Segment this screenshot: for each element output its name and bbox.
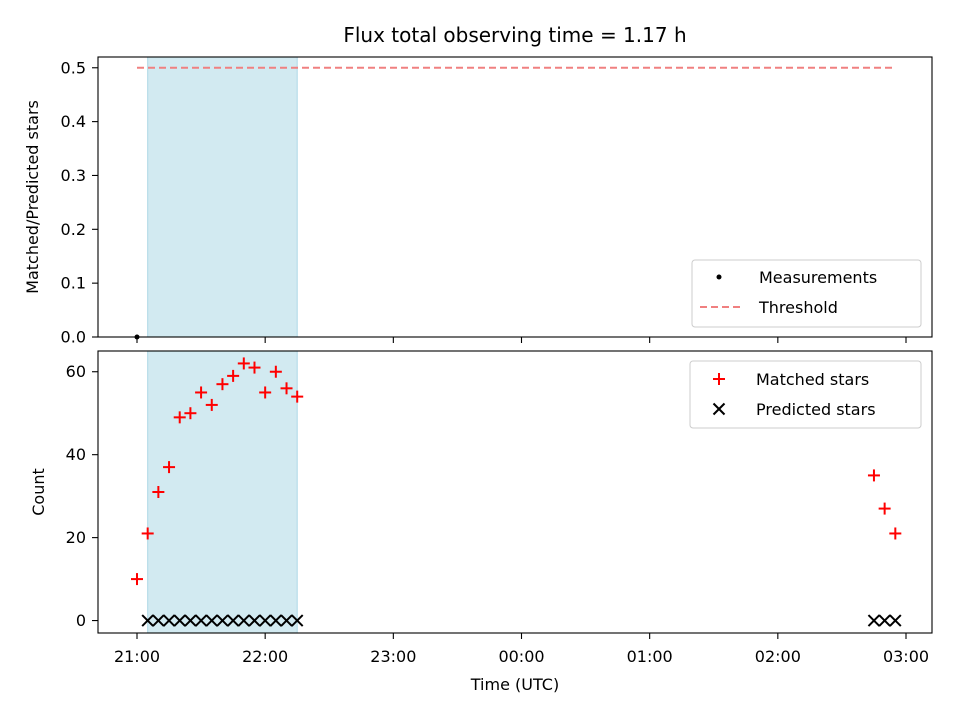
bottom-x-ticks: 21:00 22:00 23:00 00:00 01:00 02:00 03:00	[114, 633, 929, 666]
y-tick-label: 0.2	[61, 220, 86, 239]
y-tick-label: 40	[66, 445, 86, 464]
x-tick-label: 01:00	[627, 647, 673, 666]
matched-star-point	[173, 411, 186, 424]
y-tick-label: 0.0	[61, 328, 86, 347]
matched-star-point	[216, 378, 229, 391]
predicted-star-point	[184, 614, 197, 627]
matched-star-point	[867, 469, 880, 482]
matched-star-point	[248, 361, 261, 374]
x-tick-label: 03:00	[883, 647, 929, 666]
matched-star-point	[195, 386, 208, 399]
x-tick-label: 02:00	[755, 647, 801, 666]
matched-star-point	[141, 527, 154, 540]
legend-measurements-marker	[716, 274, 722, 280]
y-tick-label: 0.4	[61, 112, 86, 131]
bottom-y-axis-label: Count	[29, 468, 48, 516]
predicted-star-point	[216, 614, 229, 627]
predicted-star-point	[867, 614, 881, 627]
predicted-star-point	[173, 614, 186, 627]
predicted-star-point	[226, 614, 240, 627]
x-tick-label: 22:00	[242, 647, 288, 666]
top-y-ticks: 0.0 0.1 0.2 0.3 0.4 0.5	[61, 58, 98, 347]
matched-star-point	[184, 407, 197, 420]
predicted-star-point	[258, 614, 272, 627]
matched-star-point	[237, 357, 250, 370]
top-y-axis-label: Matched/Predicted stars	[23, 100, 42, 294]
y-tick-label: 60	[66, 362, 86, 381]
matched-star-point	[291, 390, 304, 403]
y-tick-label: 0	[76, 611, 86, 630]
matched-star-point	[227, 369, 240, 382]
chart-title: Flux total observing time = 1.17 h	[343, 23, 686, 47]
legend-matched-marker	[713, 373, 725, 385]
predicted-star-point	[205, 614, 218, 627]
predicted-star-point	[280, 614, 293, 627]
y-tick-label: 0.3	[61, 166, 86, 185]
bottom-shaded-span	[147, 350, 298, 634]
legend-predicted-label: Predicted stars	[756, 400, 876, 419]
y-tick-label: 20	[66, 528, 86, 547]
top-legend: Measurements Threshold	[691, 259, 922, 328]
matched-star-point	[269, 365, 282, 378]
matched-star-point	[131, 573, 143, 586]
bottom-y-ticks: 0 20 40 60	[66, 362, 98, 630]
matched-star-point	[878, 502, 891, 515]
y-tick-label: 0.5	[61, 58, 86, 77]
top-x-ticks	[136, 337, 907, 343]
x-tick-label: 21:00	[114, 647, 160, 666]
predicted-star-point	[291, 614, 304, 627]
legend-predicted-marker	[712, 402, 726, 416]
predicted-star-point	[141, 614, 154, 627]
bottom-legend: Matched stars Predicted stars	[689, 360, 922, 429]
matched-star-point	[259, 386, 272, 399]
predicted-star-point	[248, 614, 261, 627]
x-axis-label: Time (UTC)	[470, 675, 559, 694]
matched-star-point	[152, 486, 165, 498]
top-shaded-span	[147, 56, 298, 338]
top-axes-frame	[97, 56, 933, 338]
bottom-axes-frame	[97, 350, 933, 634]
predicted-star-point	[878, 614, 891, 627]
bottom-panel: 0 20 40 60 21:00 22:00 23:00 00:00 01:00 02:00 03…	[29, 350, 933, 666]
predicted-star-point	[269, 614, 283, 627]
predicted-star-point	[194, 614, 208, 627]
matched-star-point	[163, 461, 176, 474]
predicted-star-point	[889, 614, 902, 627]
x-tick-label: 00:00	[498, 647, 544, 666]
legend-measurements-label: Measurements	[759, 268, 877, 287]
predicted-star-point	[152, 614, 165, 627]
x-tick-label: 23:00	[370, 647, 416, 666]
matched-star-point	[889, 527, 902, 540]
predicted-star-point	[237, 614, 251, 627]
predicted-star-point	[162, 614, 176, 627]
legend-box	[691, 259, 922, 328]
legend-threshold-label: Threshold	[758, 298, 838, 317]
matched-star-point	[205, 398, 218, 411]
y-tick-label: 0.1	[61, 274, 86, 293]
matched-star-point	[280, 382, 293, 395]
bottom-series	[131, 357, 902, 627]
legend-box	[689, 360, 922, 429]
top-panel: 0.0 0.1 0.2 0.3 0.4 0.5 Matched/Predicted sta…	[23, 56, 933, 347]
legend-matched-label: Matched stars	[756, 370, 869, 389]
